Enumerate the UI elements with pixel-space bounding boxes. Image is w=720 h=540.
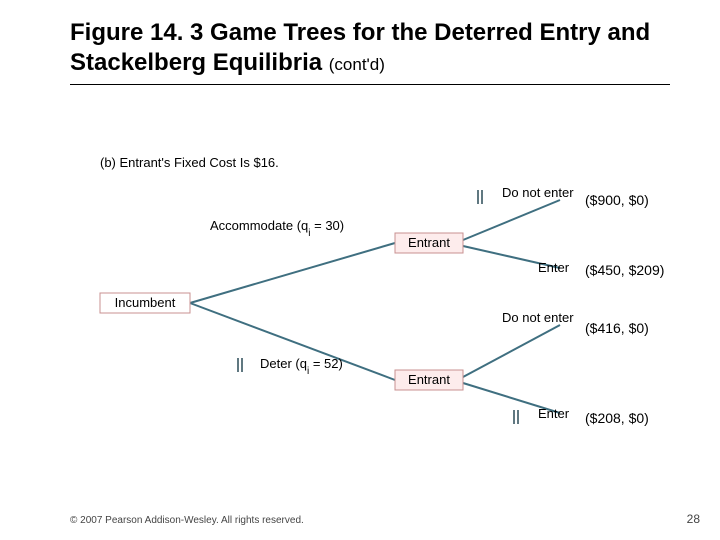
branch-label-deter: Deter (qi = 52) xyxy=(260,356,343,377)
branch-label-accommodate: Accommodate (qi = 30) xyxy=(210,218,344,239)
payoff-p4: ($208, $0) xyxy=(585,410,649,426)
cut-mark-2 xyxy=(514,410,518,424)
copyright-text: © 2007 Pearson Addison-Wesley. All right… xyxy=(70,515,304,526)
edge-top_to_dne xyxy=(463,200,560,240)
branch-label-top_enter: Enter xyxy=(538,260,570,275)
branch-label-top_dne: Do not enter xyxy=(502,185,574,200)
branch-label-bot_enter: Enter xyxy=(538,406,570,421)
edge-bot_to_dne xyxy=(463,325,560,377)
edge-incumbent_to_top xyxy=(190,243,395,303)
payoff-p1: ($900, $0) xyxy=(585,192,649,208)
payoff-p3: ($416, $0) xyxy=(585,320,649,336)
entrant-node-top-label: Entrant xyxy=(408,235,450,250)
cut-mark-0 xyxy=(478,190,482,204)
incumbent-node-label: Incumbent xyxy=(115,295,176,310)
game-tree-diagram: Incumbent Entrant Entrant Accommodate (qi =… xyxy=(0,0,720,540)
page-number: 28 xyxy=(687,512,700,526)
branch-label-bot_dne: Do not enter xyxy=(502,310,574,325)
cut-mark-1 xyxy=(238,358,242,372)
entrant-node-bottom-label: Entrant xyxy=(408,372,450,387)
payoff-p2: ($450, $209) xyxy=(585,262,664,278)
